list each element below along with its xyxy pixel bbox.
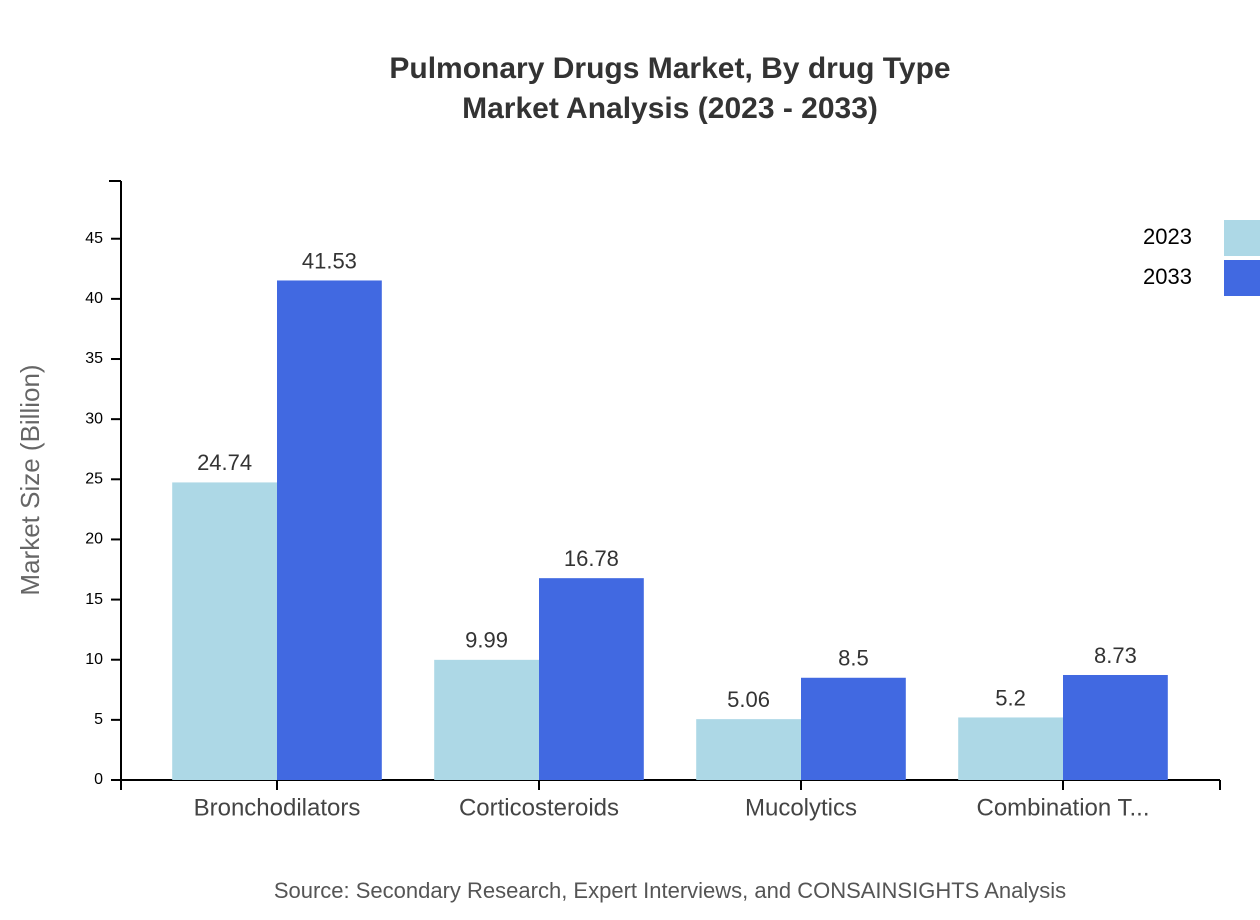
y-tick-label: 15 bbox=[85, 591, 103, 608]
bar bbox=[277, 280, 382, 780]
bar bbox=[1063, 674, 1168, 780]
y-axis-label: Market Size (Billion) bbox=[15, 364, 45, 595]
y-tick-label: 45 bbox=[85, 230, 103, 247]
y-tick-label: 10 bbox=[85, 651, 103, 668]
legend-swatch bbox=[1224, 220, 1260, 256]
x-tick-label: Bronchodilators bbox=[194, 794, 361, 821]
bar bbox=[539, 578, 644, 780]
source-note: Source: Secondary Research, Expert Inter… bbox=[274, 878, 1066, 903]
x-tick-label: Combination T... bbox=[977, 794, 1150, 821]
x-tick-label: Mucolytics bbox=[745, 794, 857, 821]
value-label: 24.74 bbox=[197, 450, 252, 475]
value-label: 8.5 bbox=[838, 646, 869, 671]
chart-subtitle: Market Analysis (2023 - 2033) bbox=[462, 92, 878, 125]
bar bbox=[696, 719, 801, 780]
value-label: 9.99 bbox=[465, 628, 508, 653]
y-tick-label: 35 bbox=[85, 350, 103, 367]
y-tick-label: 20 bbox=[85, 531, 103, 548]
legend-label: 2023 bbox=[1143, 224, 1192, 249]
y-tick-label: 40 bbox=[85, 290, 103, 307]
value-label: 16.78 bbox=[564, 546, 619, 571]
chart-title: Pulmonary Drugs Market, By drug Type bbox=[389, 52, 950, 85]
x-tick-label: Corticosteroids bbox=[459, 794, 619, 821]
y-tick-label: 0 bbox=[94, 771, 103, 788]
y-tick-label: 25 bbox=[85, 471, 103, 488]
y-tick-label: 30 bbox=[85, 410, 103, 427]
legend-swatch bbox=[1224, 260, 1260, 296]
value-label: 5.06 bbox=[727, 687, 770, 712]
y-tick-label: 5 bbox=[94, 711, 103, 728]
bar bbox=[801, 677, 906, 780]
legend-label: 2033 bbox=[1143, 264, 1192, 289]
value-label: 5.2 bbox=[995, 685, 1026, 710]
bar bbox=[434, 659, 539, 780]
value-label: 41.53 bbox=[302, 248, 357, 273]
bar bbox=[958, 717, 1063, 780]
bar bbox=[172, 482, 277, 780]
value-label: 8.73 bbox=[1094, 643, 1137, 668]
